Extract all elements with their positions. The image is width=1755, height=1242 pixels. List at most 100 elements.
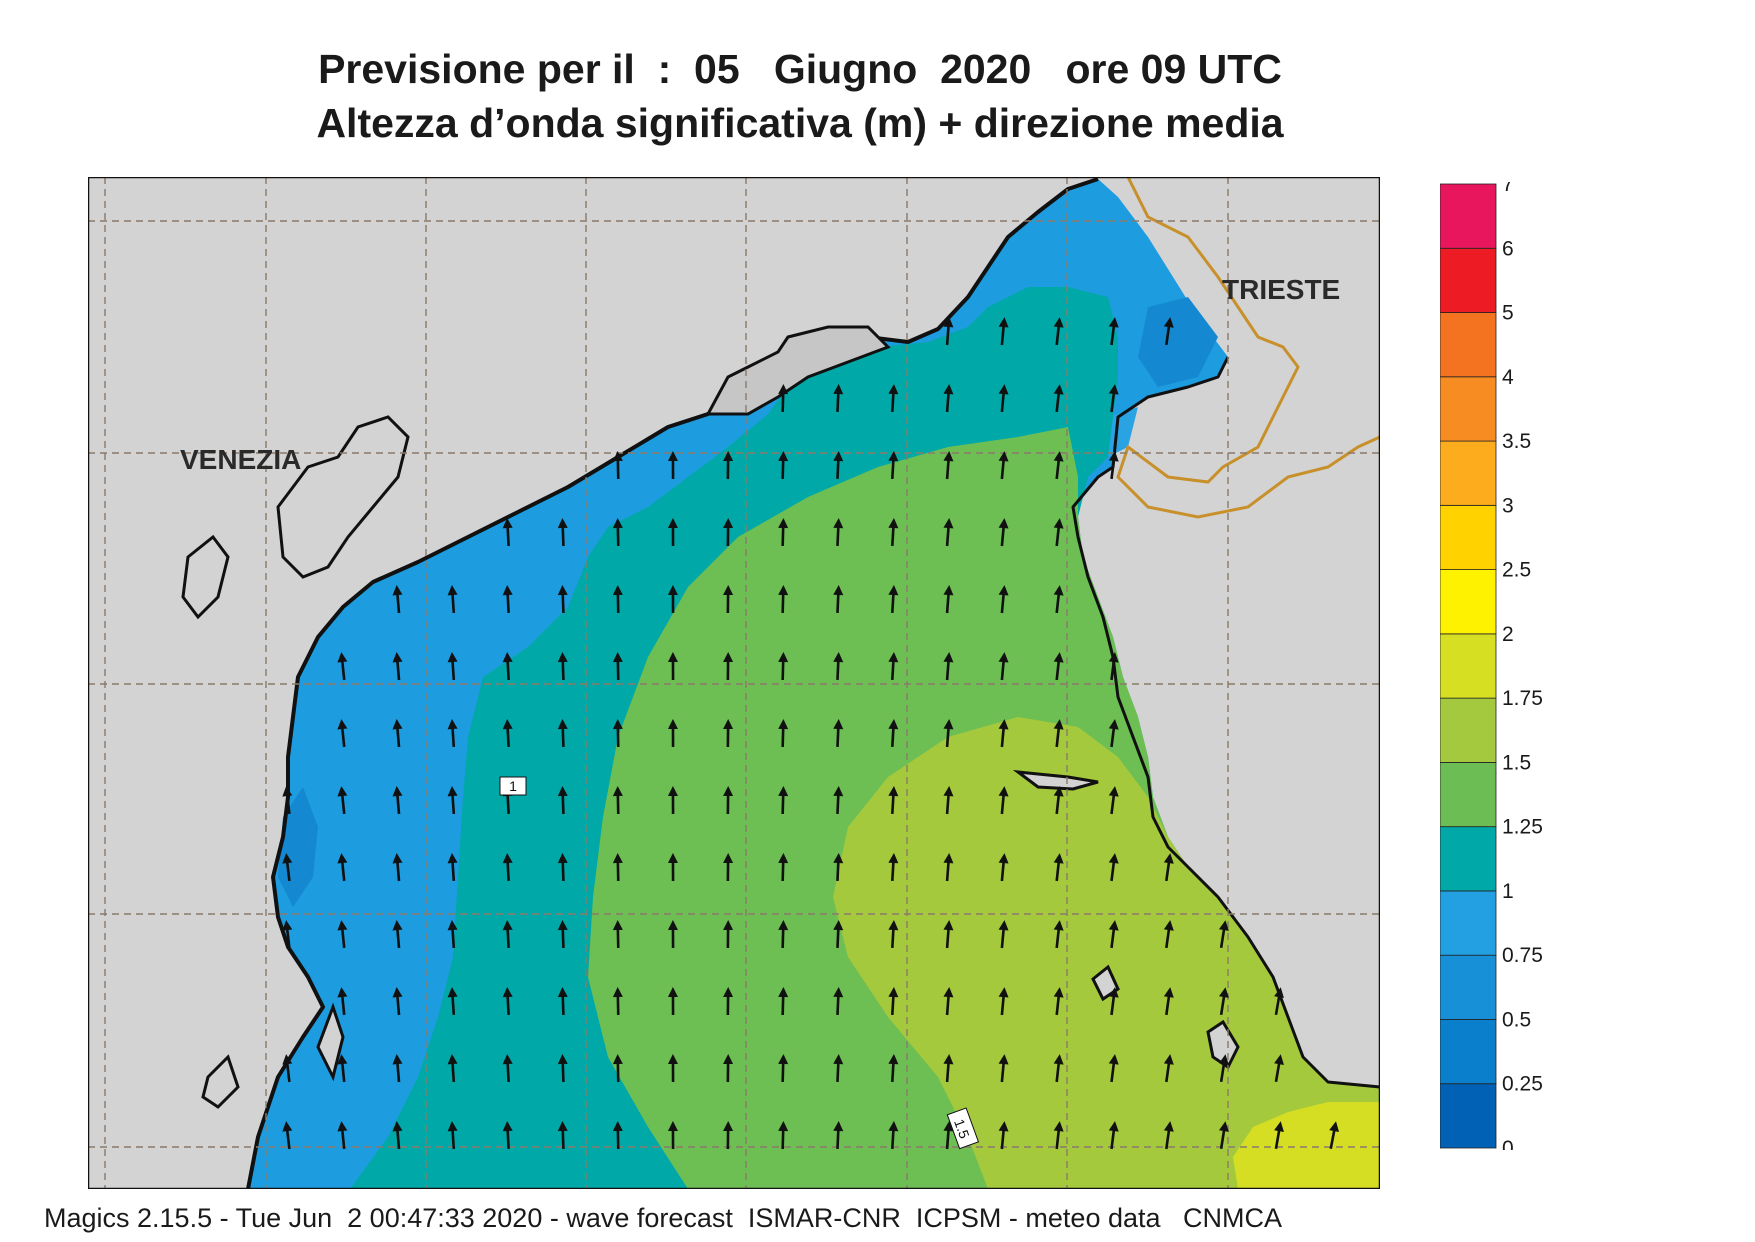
- direction-arrow: [1274, 1054, 1284, 1083]
- legend-label: 1.75: [1502, 687, 1543, 710]
- color-legend: 0 0.25 0.5 0.75 1 1.25 1.5 1.75 2 2.5 3 3.5 4 5 6 7: [1440, 182, 1543, 1150]
- direction-arrow: [888, 585, 899, 614]
- field-label-1: 1: [499, 776, 527, 796]
- direction-arrow: [667, 1054, 678, 1083]
- direction-arrow: [778, 652, 789, 681]
- direction-arrow: [833, 1121, 844, 1150]
- direction-arrow: [1108, 786, 1119, 815]
- legend-label: 6: [1502, 237, 1514, 260]
- legend-swatch: [1440, 1083, 1497, 1149]
- direction-arrow: [723, 518, 734, 547]
- legend-swatch: [1440, 376, 1497, 442]
- direction-arrow: [1163, 1054, 1174, 1083]
- wave-map: 1 1.5: [88, 177, 1380, 1189]
- direction-arrow: [557, 853, 568, 882]
- direction-arrow: [447, 920, 458, 949]
- direction-arrow: [502, 1121, 513, 1150]
- direction-arrow: [998, 384, 1009, 413]
- direction-arrow: [1053, 451, 1064, 480]
- direction-arrow: [943, 853, 954, 882]
- field-label-1.5: 1.5: [946, 1107, 980, 1150]
- direction-arrow: [612, 652, 623, 681]
- direction-arrow: [998, 1121, 1009, 1150]
- legend-swatch: [1440, 890, 1497, 956]
- direction-arrow: [943, 518, 954, 547]
- direction-arrow: [1053, 987, 1064, 1016]
- direction-arrow: [557, 518, 568, 547]
- direction-arrow: [502, 1054, 513, 1083]
- direction-arrow: [667, 451, 678, 480]
- legend-label: 7: [1502, 182, 1514, 196]
- direction-arrow: [667, 1121, 678, 1150]
- direction-arrow: [1108, 384, 1119, 413]
- direction-arrow: [282, 1121, 293, 1150]
- direction-arrow: [392, 786, 403, 815]
- direction-arrow: [833, 451, 844, 480]
- direction-arrow: [1108, 451, 1119, 480]
- direction-arrow: [778, 987, 789, 1016]
- direction-arrow: [723, 1121, 734, 1150]
- direction-arrow: [667, 920, 678, 949]
- direction-arrow: [1108, 652, 1119, 681]
- direction-arrow: [337, 786, 348, 815]
- direction-arrow: [1053, 585, 1064, 614]
- direction-arrow: [557, 920, 568, 949]
- zone-1.5-1.75: [833, 717, 1380, 1189]
- direction-arrow: [1108, 317, 1119, 346]
- legend-label: 2.5: [1502, 559, 1531, 582]
- legend-label: 3: [1502, 494, 1514, 517]
- direction-arrow: [1218, 1121, 1229, 1150]
- direction-arrow: [502, 518, 513, 547]
- direction-arrow: [447, 853, 458, 882]
- direction-arrow: [888, 786, 899, 815]
- direction-arrow: [447, 786, 458, 815]
- direction-arrow: [1163, 853, 1174, 882]
- legend-swatch: [1440, 504, 1497, 571]
- legend-label: 5: [1502, 302, 1514, 325]
- direction-arrow: [337, 719, 348, 748]
- direction-arrow: [1053, 384, 1064, 413]
- legend-label: 0.75: [1502, 944, 1543, 967]
- direction-arrow: [778, 585, 789, 614]
- legend-label: 3.5: [1502, 430, 1531, 453]
- direction-arrow: [723, 1054, 734, 1083]
- legend-swatch: [1440, 247, 1497, 313]
- direction-arrow: [833, 384, 844, 413]
- direction-arrow: [337, 1121, 348, 1150]
- direction-arrow: [502, 719, 513, 748]
- legend-swatch: [1440, 762, 1497, 828]
- direction-arrow: [943, 652, 954, 681]
- zone-1.75-2: [1233, 1102, 1380, 1189]
- legend-swatch: [1440, 440, 1497, 506]
- direction-arrow: [1108, 719, 1119, 748]
- graticule: [88, 177, 1380, 1189]
- direction-arrow: [667, 585, 678, 614]
- direction-arrow: [888, 719, 899, 748]
- direction-arrow: [723, 920, 734, 949]
- legend-label: 1.5: [1502, 751, 1531, 774]
- direction-arrow: [778, 1121, 789, 1150]
- direction-arrow: [1163, 317, 1174, 346]
- direction-arrow: [337, 987, 348, 1016]
- direction-arrow: [943, 786, 954, 815]
- city-label-venezia: VENEZIA: [180, 444, 302, 475]
- direction-arrow: [778, 719, 789, 748]
- direction-arrow: [1218, 920, 1229, 949]
- direction-arrow: [612, 518, 623, 547]
- direction-arrow: [337, 1054, 348, 1083]
- direction-arrow: [998, 585, 1009, 614]
- direction-arrow: [502, 853, 513, 882]
- legend-label: 4: [1502, 366, 1514, 389]
- direction-arrow: [998, 1054, 1009, 1083]
- direction-arrow: [998, 317, 1009, 346]
- direction-arrow: [1053, 317, 1064, 346]
- direction-arrow: [888, 987, 899, 1016]
- direction-arrow: [833, 853, 844, 882]
- direction-arrow: [1274, 1121, 1284, 1150]
- direction-arrow: [667, 853, 678, 882]
- legend-label: 0.25: [1502, 1073, 1543, 1096]
- direction-arrow: [998, 719, 1009, 748]
- direction-arrow: [888, 853, 899, 882]
- direction-arrow: [1053, 920, 1064, 949]
- direction-arrow: [392, 1054, 403, 1083]
